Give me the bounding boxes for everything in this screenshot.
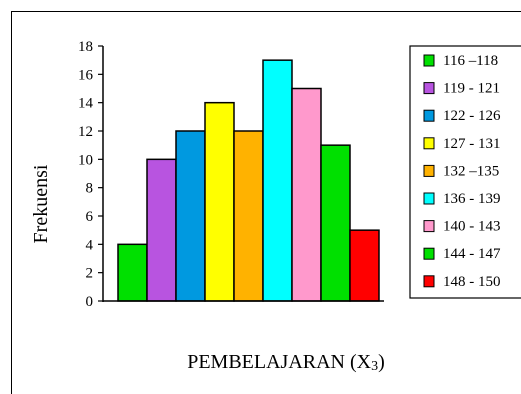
legend-swatch-4 — [423, 137, 435, 150]
legend-swatch-1 — [423, 54, 435, 67]
legend-swatch-7 — [423, 220, 435, 233]
y-tick-label: 14 — [78, 96, 94, 112]
y-tick-label: 18 — [78, 39, 93, 55]
legend-label-6: 136 - 139 — [443, 191, 501, 207]
y-tick-label: 8 — [86, 181, 94, 197]
y-tick-label: 16 — [78, 67, 94, 83]
legend-label-3: 122 - 126 — [443, 108, 501, 124]
bar-9 — [349, 229, 380, 302]
bar-5 — [233, 130, 264, 302]
y-tick-label: 0 — [86, 294, 94, 310]
legend-swatch-6 — [423, 192, 435, 205]
y-tick-label: 12 — [78, 124, 93, 140]
legend-label-4: 127 - 131 — [443, 136, 501, 152]
chart-frame — [11, 11, 521, 394]
y-tick-label: 2 — [86, 266, 94, 282]
legend-label-1: 116 –118 — [443, 53, 498, 69]
legend-label-8: 144 - 147 — [443, 246, 501, 262]
y-tick-label: 6 — [86, 209, 94, 225]
legend-swatch-8 — [423, 247, 435, 260]
legend-swatch-9 — [423, 275, 435, 288]
legend-label-7: 140 - 143 — [443, 219, 501, 235]
legend-swatch-3 — [423, 109, 435, 122]
bar-4 — [204, 101, 235, 302]
y-axis-label: Frekuensi — [30, 164, 52, 243]
bar-6 — [262, 59, 293, 302]
legend-label-2: 119 - 121 — [443, 81, 500, 97]
bar-2 — [146, 158, 177, 302]
bar-8 — [320, 144, 351, 302]
bar-3 — [175, 130, 206, 302]
legend-label-5: 132 –135 — [443, 163, 499, 179]
legend: 116 –118 119 - 121 122 - 126 127 - 131 132 –… — [409, 45, 521, 299]
bar-7 — [291, 87, 322, 302]
bar-1 — [117, 243, 148, 302]
x-axis-label: PEMBELAJARAN (X3) — [187, 351, 385, 374]
legend-label-9: 148 - 150 — [443, 274, 501, 290]
y-tick-label: 10 — [78, 152, 93, 168]
y-tick-label: 4 — [86, 237, 94, 253]
legend-swatch-2 — [423, 82, 435, 95]
legend-swatch-5 — [423, 164, 435, 177]
